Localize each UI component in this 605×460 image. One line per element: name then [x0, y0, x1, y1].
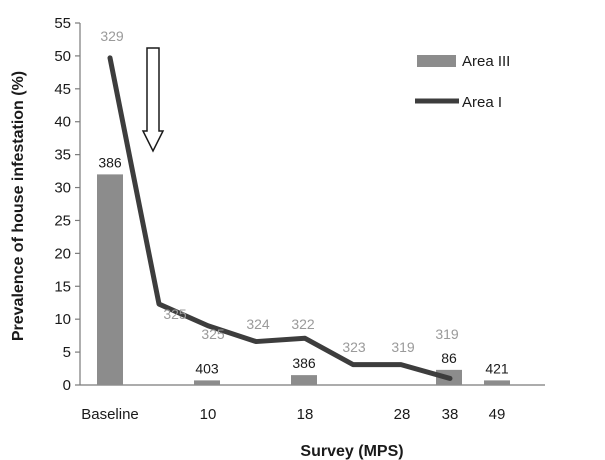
x-tick-label: 38	[442, 406, 459, 423]
bar-value-label: 86	[441, 350, 457, 366]
y-tick-label: 25	[54, 212, 71, 229]
x-tick-label: 10	[200, 406, 217, 423]
line-value-label: 323	[342, 339, 366, 355]
y-tick-label: 55	[54, 15, 71, 32]
x-axis-title: Survey (MPS)	[300, 443, 403, 460]
bar-value-label: 421	[485, 360, 509, 376]
y-axis-ticks: 0 5 10 15 20 25 30 35 40 45 50 55	[54, 15, 80, 394]
intervention-arrow-icon	[141, 47, 165, 153]
legend-label-area-i: Area I	[462, 94, 502, 111]
bars-area-iii	[97, 174, 510, 385]
y-tick-label: 30	[54, 180, 71, 197]
bar	[291, 375, 317, 385]
bar-value-label: 403	[195, 360, 219, 376]
y-tick-label: 45	[54, 81, 71, 98]
y-tick-label: 40	[54, 114, 71, 131]
y-tick-label: 15	[54, 278, 71, 295]
y-tick-label: 50	[54, 48, 71, 65]
y-tick-label: 35	[54, 147, 71, 164]
line-value-label: 322	[291, 316, 315, 332]
x-tick-label: 49	[489, 406, 506, 423]
legend-label-area-iii: Area III	[462, 53, 510, 70]
bar-value-label: 386	[292, 355, 316, 371]
line-value-label: 325	[163, 306, 187, 322]
line-value-label: 325	[201, 326, 225, 342]
bar-value-label: 386	[98, 154, 122, 170]
x-axis-ticks: Baseline 10 18 28 38 49	[81, 406, 505, 423]
y-tick-label: 10	[54, 311, 71, 328]
line-value-label: 329	[100, 28, 124, 44]
y-tick-label: 0	[63, 377, 71, 394]
data-labels: 386 403 386 86 421 329 325 325 324 322 323 319 319	[98, 28, 509, 376]
bar	[194, 380, 220, 385]
line-value-label: 319	[391, 339, 415, 355]
line-value-label: 324	[246, 316, 270, 332]
x-tick-label: 18	[297, 406, 314, 423]
y-axis-title: Prevalence of house infestation (%)	[10, 71, 27, 341]
line-value-label: 319	[435, 326, 459, 342]
y-tick-label: 5	[63, 344, 71, 361]
bar	[97, 174, 123, 385]
bar	[484, 380, 510, 385]
x-tick-label: Baseline	[81, 406, 139, 423]
y-tick-label: 20	[54, 245, 71, 262]
legend-swatch-area-iii	[417, 55, 456, 67]
legend: Area III Area I	[415, 53, 510, 111]
line-area-i	[107, 55, 453, 381]
x-tick-label: 28	[394, 406, 411, 423]
